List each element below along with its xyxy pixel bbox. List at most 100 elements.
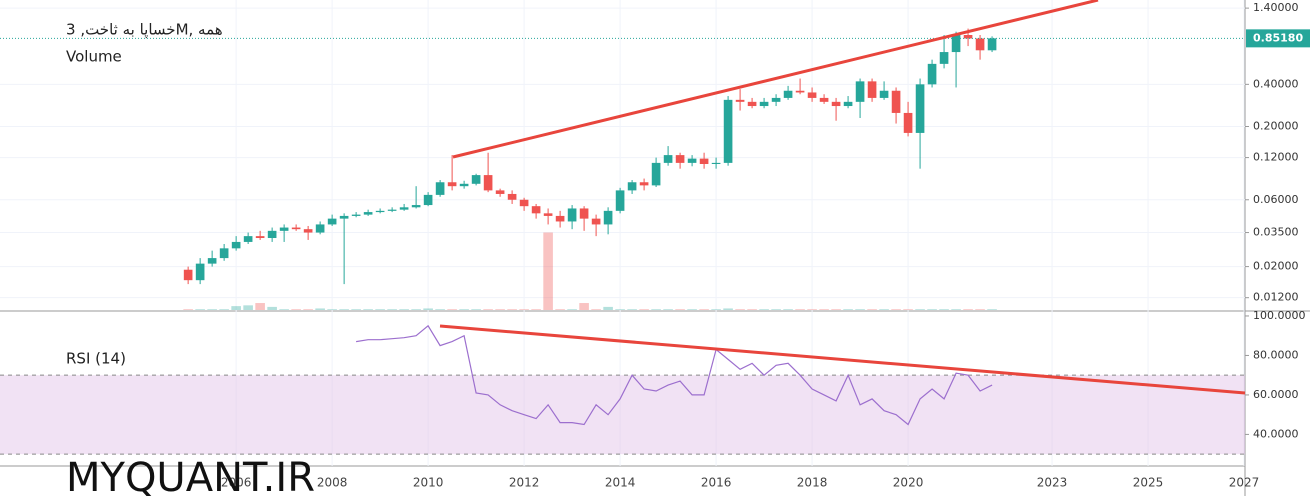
volume-bar (447, 309, 457, 310)
candle-body (291, 227, 301, 230)
candle-body (483, 175, 493, 191)
volume-bar (291, 309, 301, 310)
volume-bar (363, 309, 373, 310)
candle-body (639, 182, 649, 186)
candle-body (735, 99, 745, 102)
x-tick-label: 2006 (221, 476, 252, 490)
volume-bar (567, 309, 577, 310)
y-tick-label: 1.40000 (1253, 1, 1299, 14)
volume-bar (243, 305, 253, 310)
volume-bar (987, 309, 997, 310)
candle-body (891, 90, 901, 113)
volume-bar (195, 309, 205, 310)
candle-body (363, 212, 373, 215)
volume-bar (495, 309, 505, 310)
volume-bar (267, 306, 277, 310)
volume-bar (639, 309, 649, 310)
candle-body (447, 182, 457, 187)
candle-body (219, 248, 229, 259)
volume-bar (303, 309, 313, 310)
candle-body (411, 205, 421, 208)
trend-line (452, 0, 1099, 159)
candle-body (207, 258, 217, 264)
volume-bar (795, 309, 805, 310)
volume-bar (807, 309, 817, 310)
volume-bar (867, 309, 877, 310)
volume-label: Volume (66, 48, 122, 66)
volume-bar (783, 309, 793, 310)
candle-body (231, 241, 241, 249)
candle-body (243, 236, 253, 242)
y-tick-label: 0.12000 (1253, 151, 1299, 164)
candle-body (963, 35, 973, 39)
volume-bar (219, 309, 229, 310)
candle-body (687, 158, 697, 163)
volume-bar (459, 309, 469, 310)
volume-bar (963, 309, 973, 310)
candle-body (747, 101, 757, 107)
volume-bar (687, 309, 697, 310)
volume-bar (183, 309, 193, 310)
candle-body (459, 183, 469, 187)
volume-bar (975, 309, 985, 310)
candle-body (387, 209, 397, 211)
volume-bar (207, 309, 217, 310)
y-tick-label: 0.03500 (1253, 226, 1299, 239)
candle-body (555, 215, 565, 222)
y-tick-label: 0.01200 (1253, 291, 1299, 304)
y-tick-label: 0.20000 (1253, 120, 1299, 133)
last-price-label: 0.85180 (1253, 31, 1303, 44)
watermark: MYQUANT.IR (66, 455, 315, 496)
chart-title: خساپا به ثاخت, 3M, همه (66, 21, 223, 40)
x-tick-label: 2027 (1229, 476, 1260, 490)
y-tick-label: 0.02000 (1253, 260, 1299, 273)
volume-bar (231, 306, 241, 310)
candle-body (723, 99, 733, 163)
volume-bar (915, 309, 925, 310)
volume-bar (615, 309, 625, 310)
volume-bar (675, 309, 685, 310)
candle-body (279, 227, 289, 231)
candle-body (771, 97, 781, 102)
candle-body (759, 101, 769, 107)
volume-bar (735, 309, 745, 310)
candle-body (915, 84, 925, 133)
rsi-band (0, 375, 1245, 455)
volume-bar (903, 309, 913, 310)
candle-body (603, 210, 613, 225)
candle-body (843, 101, 853, 107)
candle-body (987, 38, 997, 51)
volume-bar (483, 309, 493, 310)
volume-bar (279, 309, 289, 310)
candle-body (315, 224, 325, 233)
candle-body (351, 214, 361, 216)
x-tick-label: 2016 (701, 476, 732, 490)
volume-bar (939, 309, 949, 310)
volume-bar (927, 309, 937, 310)
volume-bar (627, 309, 637, 310)
x-tick-label: 2014 (605, 476, 636, 490)
rsi-title: RSI (14) (66, 350, 126, 368)
volume-bar (771, 309, 781, 310)
volume-bar (819, 309, 829, 310)
candle-body (399, 207, 409, 210)
candle-body (675, 155, 685, 163)
volume-bar (555, 309, 565, 310)
volume-bar (507, 309, 517, 310)
volume-bar (315, 308, 325, 310)
x-tick-label: 2020 (893, 476, 924, 490)
candle-body (531, 206, 541, 214)
volume-bar (351, 309, 361, 310)
trend-line (439, 324, 1246, 395)
volume-bar (591, 309, 601, 310)
volume-bar (531, 309, 541, 310)
candle-body (699, 158, 709, 165)
x-tick-label: 2008 (317, 476, 348, 490)
y-tick-label: 60.0000 (1253, 388, 1299, 401)
candle-body (807, 92, 817, 98)
y-tick-label: 0.40000 (1253, 77, 1299, 90)
x-tick-label: 2023 (1037, 476, 1068, 490)
candle-body (783, 90, 793, 98)
